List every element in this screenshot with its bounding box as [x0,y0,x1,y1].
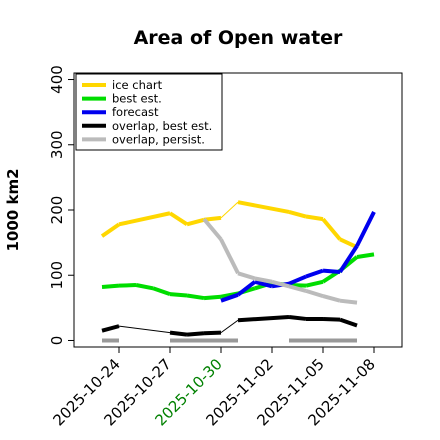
series-segment-overlap-best-est [118,325,171,334]
series-segment-forecast [338,244,359,274]
series-segment-overlap-best-est [101,324,120,333]
series-best-est [101,252,375,301]
series-segment-overlap-best-est [220,319,239,334]
series-segment-overlap-persist [305,288,324,299]
series-segment-overlap-persist [219,238,240,275]
legend-label-overlap-persist: overlap, persist. [112,132,205,146]
series-segment-ice-chart [237,200,290,214]
series-segment-ice-chart [339,237,358,250]
series-segment-overlap-best-est [288,315,307,321]
series-segment-best-est [305,279,324,288]
series-segment-forecast [254,279,273,289]
series-segment-ice-chart [288,210,307,219]
series-layer [100,200,376,343]
series-overlap-best-est [101,314,358,337]
legend-label-ice-chart: ice chart [112,78,163,92]
series-segment-overlap-persist [202,217,223,241]
series-segment-overlap-persist [254,276,273,284]
series-segment-best-est [118,283,137,288]
series-overlap-persist [202,217,358,305]
series-segment-forecast [288,274,307,286]
series-segment-overlap-persist [288,284,307,293]
y-tick-label: 100 [48,261,66,290]
chart-title: Area of Open water [134,27,343,49]
series-segment-forecast [305,268,324,279]
series-segment-overlap-best-est [339,317,358,328]
series-segment-overlap-best-est [186,331,205,337]
legend-label-forecast: forecast [112,105,159,119]
series-segment-overlap-persist [322,294,341,303]
series-ice-chart [100,200,358,250]
series-segment-ice-chart [118,211,171,227]
series-segment-overlap-persist [237,271,256,281]
series-segment-forecast [322,268,341,274]
series-segment-overlap-best-est [203,330,222,336]
y-axis-label: 1000 km2 [4,168,22,251]
series-segment-ice-chart [321,217,342,241]
series-segment-overlap-best-est [322,316,341,322]
series-segment-forecast [220,292,239,303]
legend-label-best-est: best est. [112,92,162,106]
series-segment-best-est [186,293,205,301]
series-segment-best-est [203,294,222,301]
series-segment-overlap-persist [339,298,358,305]
series-segment-overlap-best-est [169,330,188,337]
series-segment-best-est [135,283,154,291]
series-segment-best-est [169,292,188,298]
y-tick-label: 200 [48,196,66,225]
y-tick-label: 400 [48,65,66,94]
series-segment-ice-chart [186,217,205,227]
series-segment-ice-chart [168,211,189,227]
y-tick-label: 300 [48,130,66,159]
series-segment-forecast [236,280,257,297]
series-segment-best-est [152,286,171,297]
series-segment-overlap-best-est [237,314,290,323]
series-segment-ice-chart [305,214,324,222]
series-segment-overlap-persist [271,279,290,289]
series-segment-forecast [355,211,376,247]
series-segment-ice-chart [220,201,239,219]
legend-label-overlap-best-est: overlap, best est. [112,119,212,133]
y-tick-label: 0 [48,336,66,346]
series-segment-best-est [101,283,120,289]
series-segment-best-est [356,252,375,259]
series-segment-ice-chart [100,222,121,238]
